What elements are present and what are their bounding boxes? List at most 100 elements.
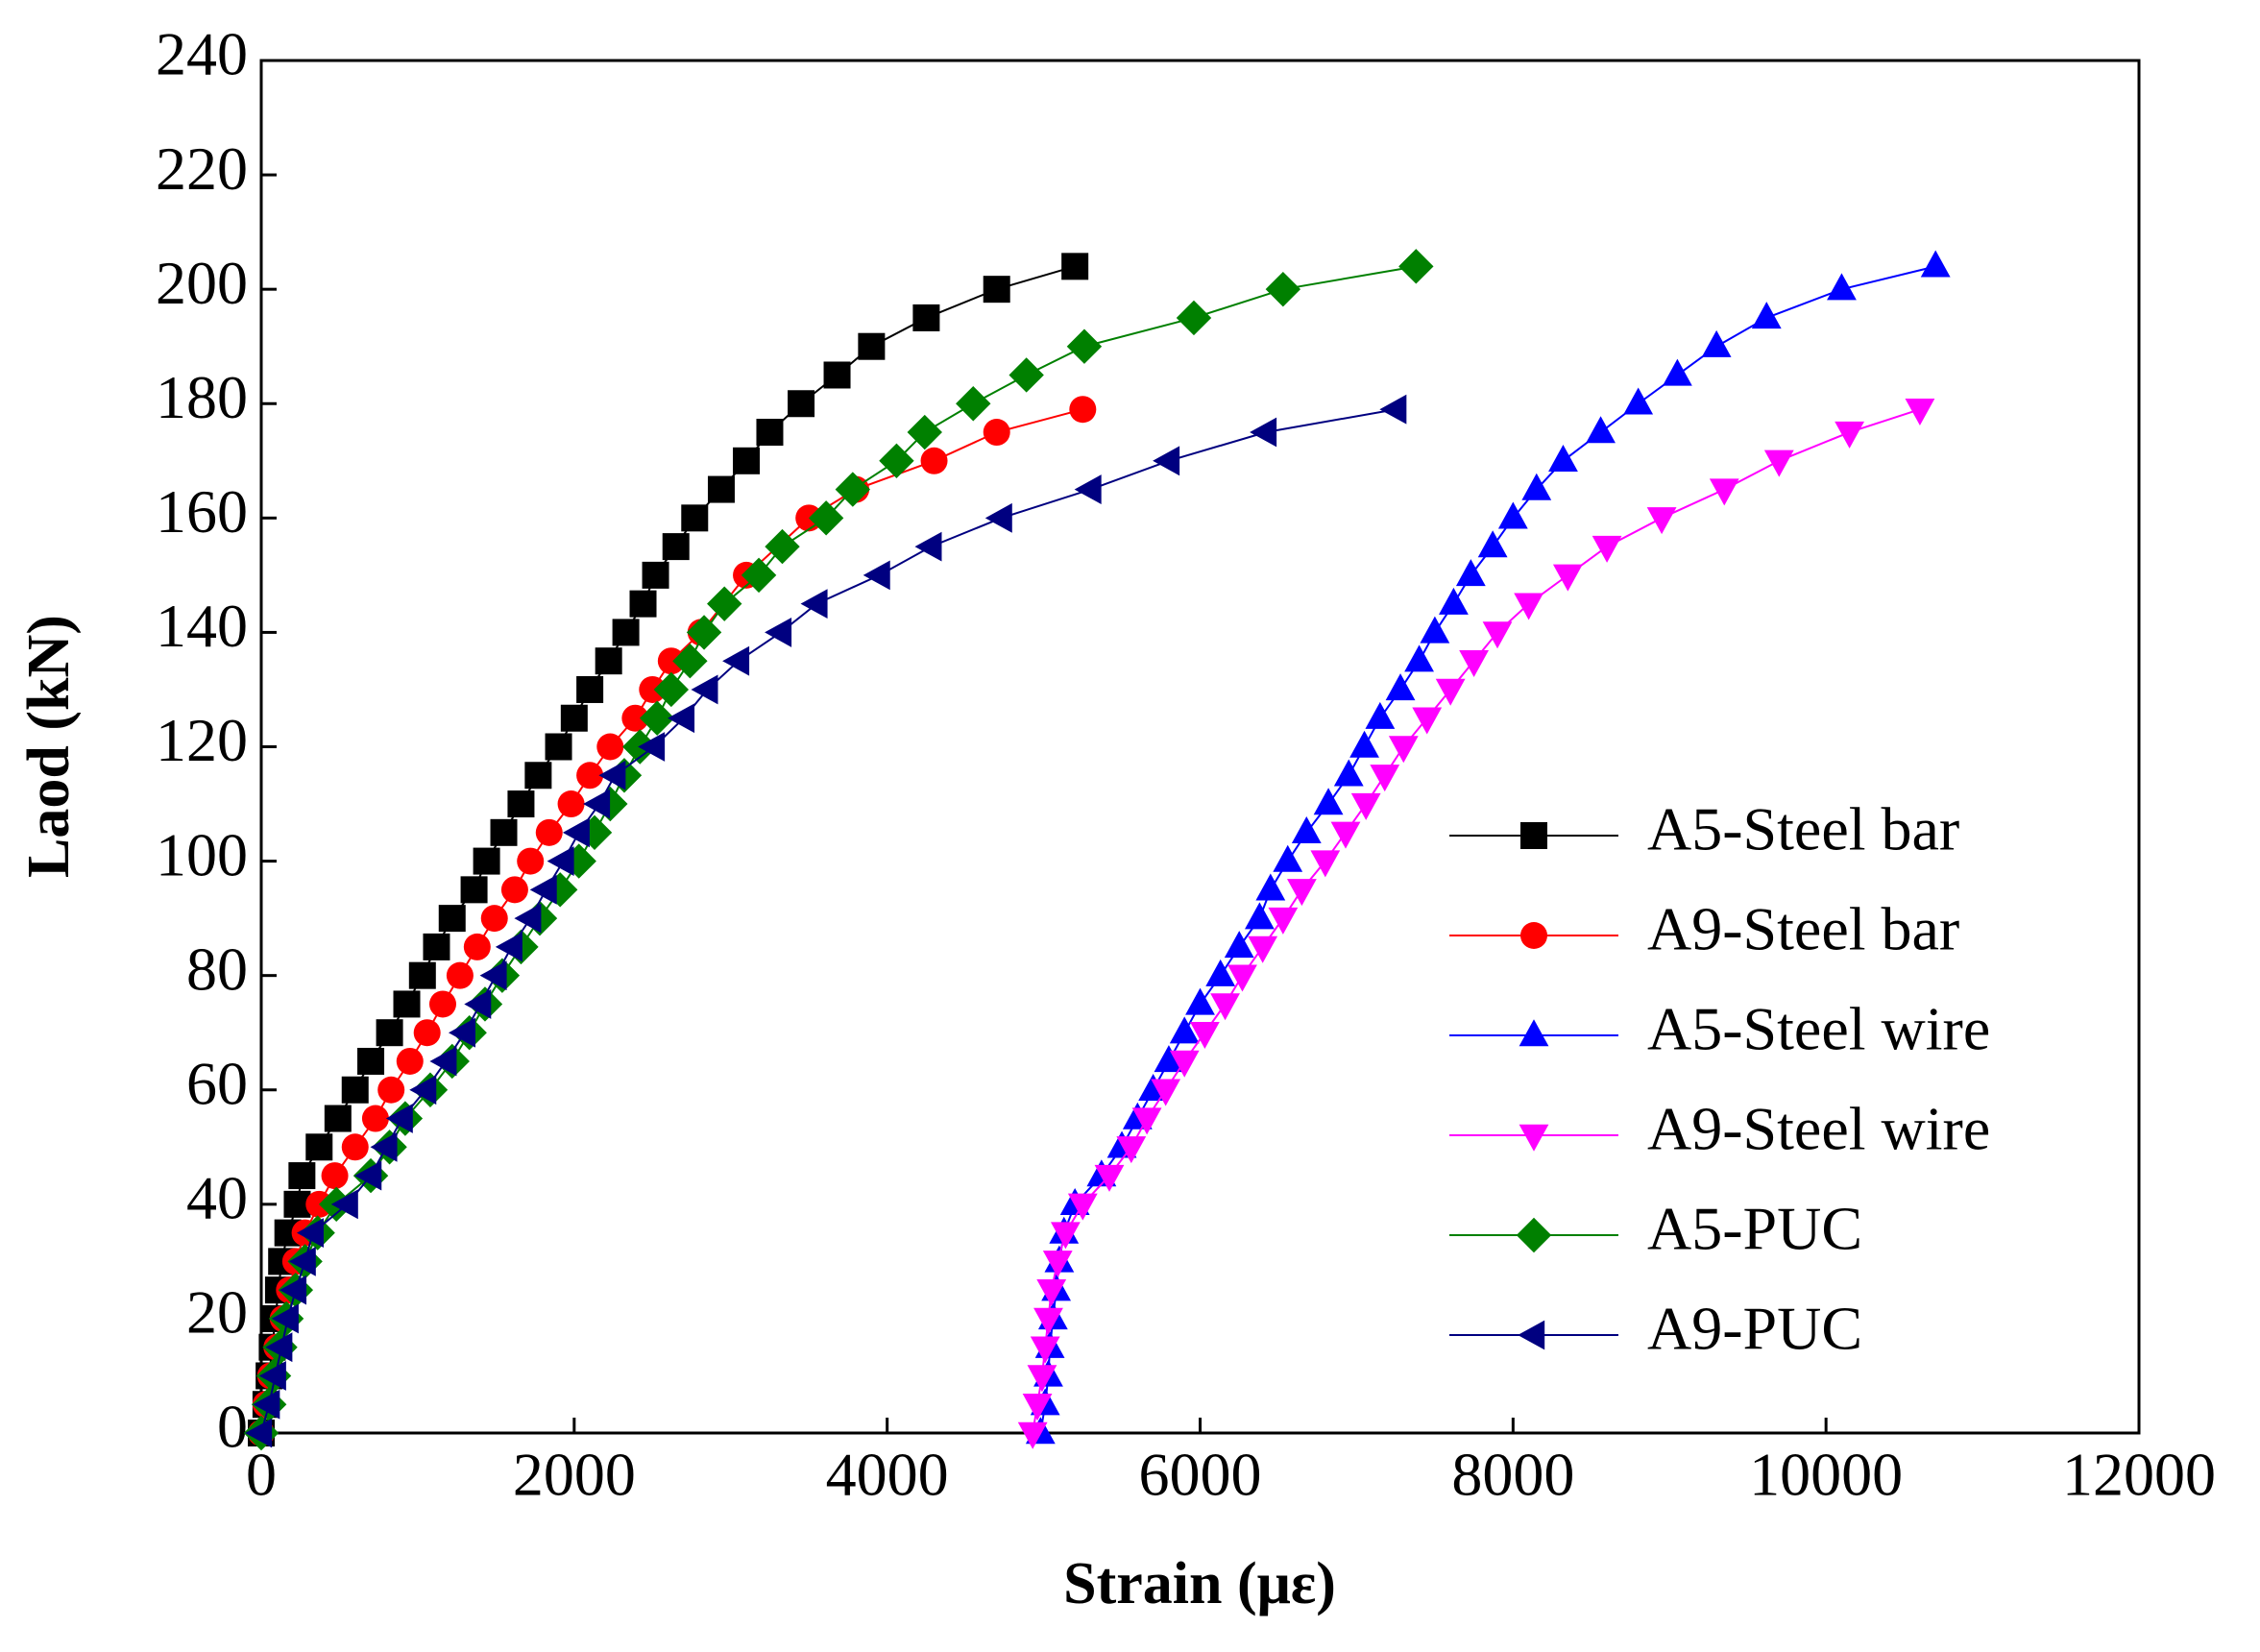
marker <box>1701 329 1732 357</box>
marker <box>385 1104 413 1133</box>
y-tick-label: 60 <box>186 1049 248 1117</box>
marker <box>629 590 657 618</box>
marker <box>920 447 948 474</box>
legend-marker <box>1519 1124 1549 1152</box>
marker <box>446 961 474 989</box>
marker <box>596 733 624 761</box>
marker <box>463 933 491 960</box>
marker <box>529 874 557 905</box>
marker <box>1268 907 1299 935</box>
marker <box>1205 959 1236 986</box>
marker <box>1497 501 1528 529</box>
marker <box>514 903 542 934</box>
series-line <box>260 408 1397 1434</box>
marker <box>657 647 685 675</box>
marker <box>912 304 940 331</box>
marker <box>583 789 611 819</box>
marker <box>1835 421 1865 449</box>
marker <box>1646 507 1677 535</box>
marker <box>686 615 722 650</box>
legend-marker <box>1520 922 1547 949</box>
marker <box>1074 474 1102 504</box>
marker <box>1412 707 1443 735</box>
marker <box>1291 816 1322 844</box>
x-tick-label: 8000 <box>1451 1441 1574 1509</box>
marker <box>1017 1421 1048 1449</box>
marker <box>1245 902 1275 930</box>
marker <box>1751 302 1782 329</box>
marker <box>733 447 761 474</box>
marker <box>429 1046 457 1077</box>
y-tick-label: 220 <box>156 134 248 203</box>
marker <box>1662 358 1692 386</box>
marker <box>279 1275 307 1305</box>
y-axis-title: Laod (kN) <box>16 615 82 878</box>
marker <box>722 645 750 676</box>
marker <box>1333 759 1364 787</box>
marker <box>823 361 851 389</box>
marker <box>413 1019 441 1047</box>
marker <box>681 504 709 532</box>
legend-label: A5-Steel bar <box>1647 795 1959 863</box>
marker <box>598 760 626 790</box>
marker <box>473 847 500 875</box>
marker <box>707 475 735 503</box>
marker <box>479 960 507 991</box>
legend-label: A5-Steel wire <box>1647 995 1990 1063</box>
marker <box>1008 357 1044 393</box>
marker <box>672 643 708 679</box>
marker <box>765 618 792 647</box>
marker <box>500 876 528 904</box>
marker <box>1459 649 1490 677</box>
marker <box>428 990 456 1018</box>
marker <box>1116 1136 1147 1164</box>
marker <box>1224 931 1254 959</box>
marker <box>835 472 871 507</box>
marker <box>653 671 690 708</box>
marker <box>1042 1251 1073 1278</box>
marker <box>1482 621 1513 649</box>
marker <box>1250 417 1277 448</box>
marker <box>464 989 492 1019</box>
y-tick-label: 180 <box>156 363 248 431</box>
marker <box>691 674 718 705</box>
marker <box>560 704 588 732</box>
marker <box>1349 730 1379 758</box>
marker <box>741 557 777 594</box>
marker <box>1185 987 1215 1015</box>
x-tick-label: 10000 <box>1749 1441 1903 1509</box>
marker <box>1061 253 1089 280</box>
marker <box>1169 1050 1200 1078</box>
x-tick-label: 12000 <box>2062 1441 2216 1509</box>
marker <box>448 1017 475 1048</box>
y-tick-label: 120 <box>156 706 248 774</box>
marker <box>460 876 488 904</box>
marker <box>253 1389 280 1420</box>
marker <box>1435 678 1466 706</box>
legend-label: A9-Steel wire <box>1647 1095 1990 1163</box>
marker <box>490 818 518 846</box>
marker <box>668 703 695 734</box>
marker <box>557 790 585 818</box>
marker <box>296 1218 324 1249</box>
series-line <box>260 265 1417 1434</box>
marker <box>1548 444 1578 472</box>
marker <box>800 589 828 620</box>
marker <box>1827 273 1857 301</box>
marker <box>1033 1307 1063 1335</box>
marker <box>983 419 1010 447</box>
marker <box>245 1418 273 1448</box>
legend-marker <box>1518 1320 1545 1350</box>
marker <box>1030 1336 1060 1364</box>
marker <box>1066 328 1103 364</box>
marker <box>354 1160 382 1191</box>
marker <box>1370 765 1400 792</box>
marker <box>1455 559 1486 587</box>
marker <box>1420 616 1450 644</box>
y-tick-label: 240 <box>156 20 248 88</box>
marker <box>1255 873 1286 901</box>
marker <box>1592 535 1622 563</box>
marker <box>1265 271 1301 307</box>
legend-label: A9-Steel bar <box>1647 895 1959 963</box>
